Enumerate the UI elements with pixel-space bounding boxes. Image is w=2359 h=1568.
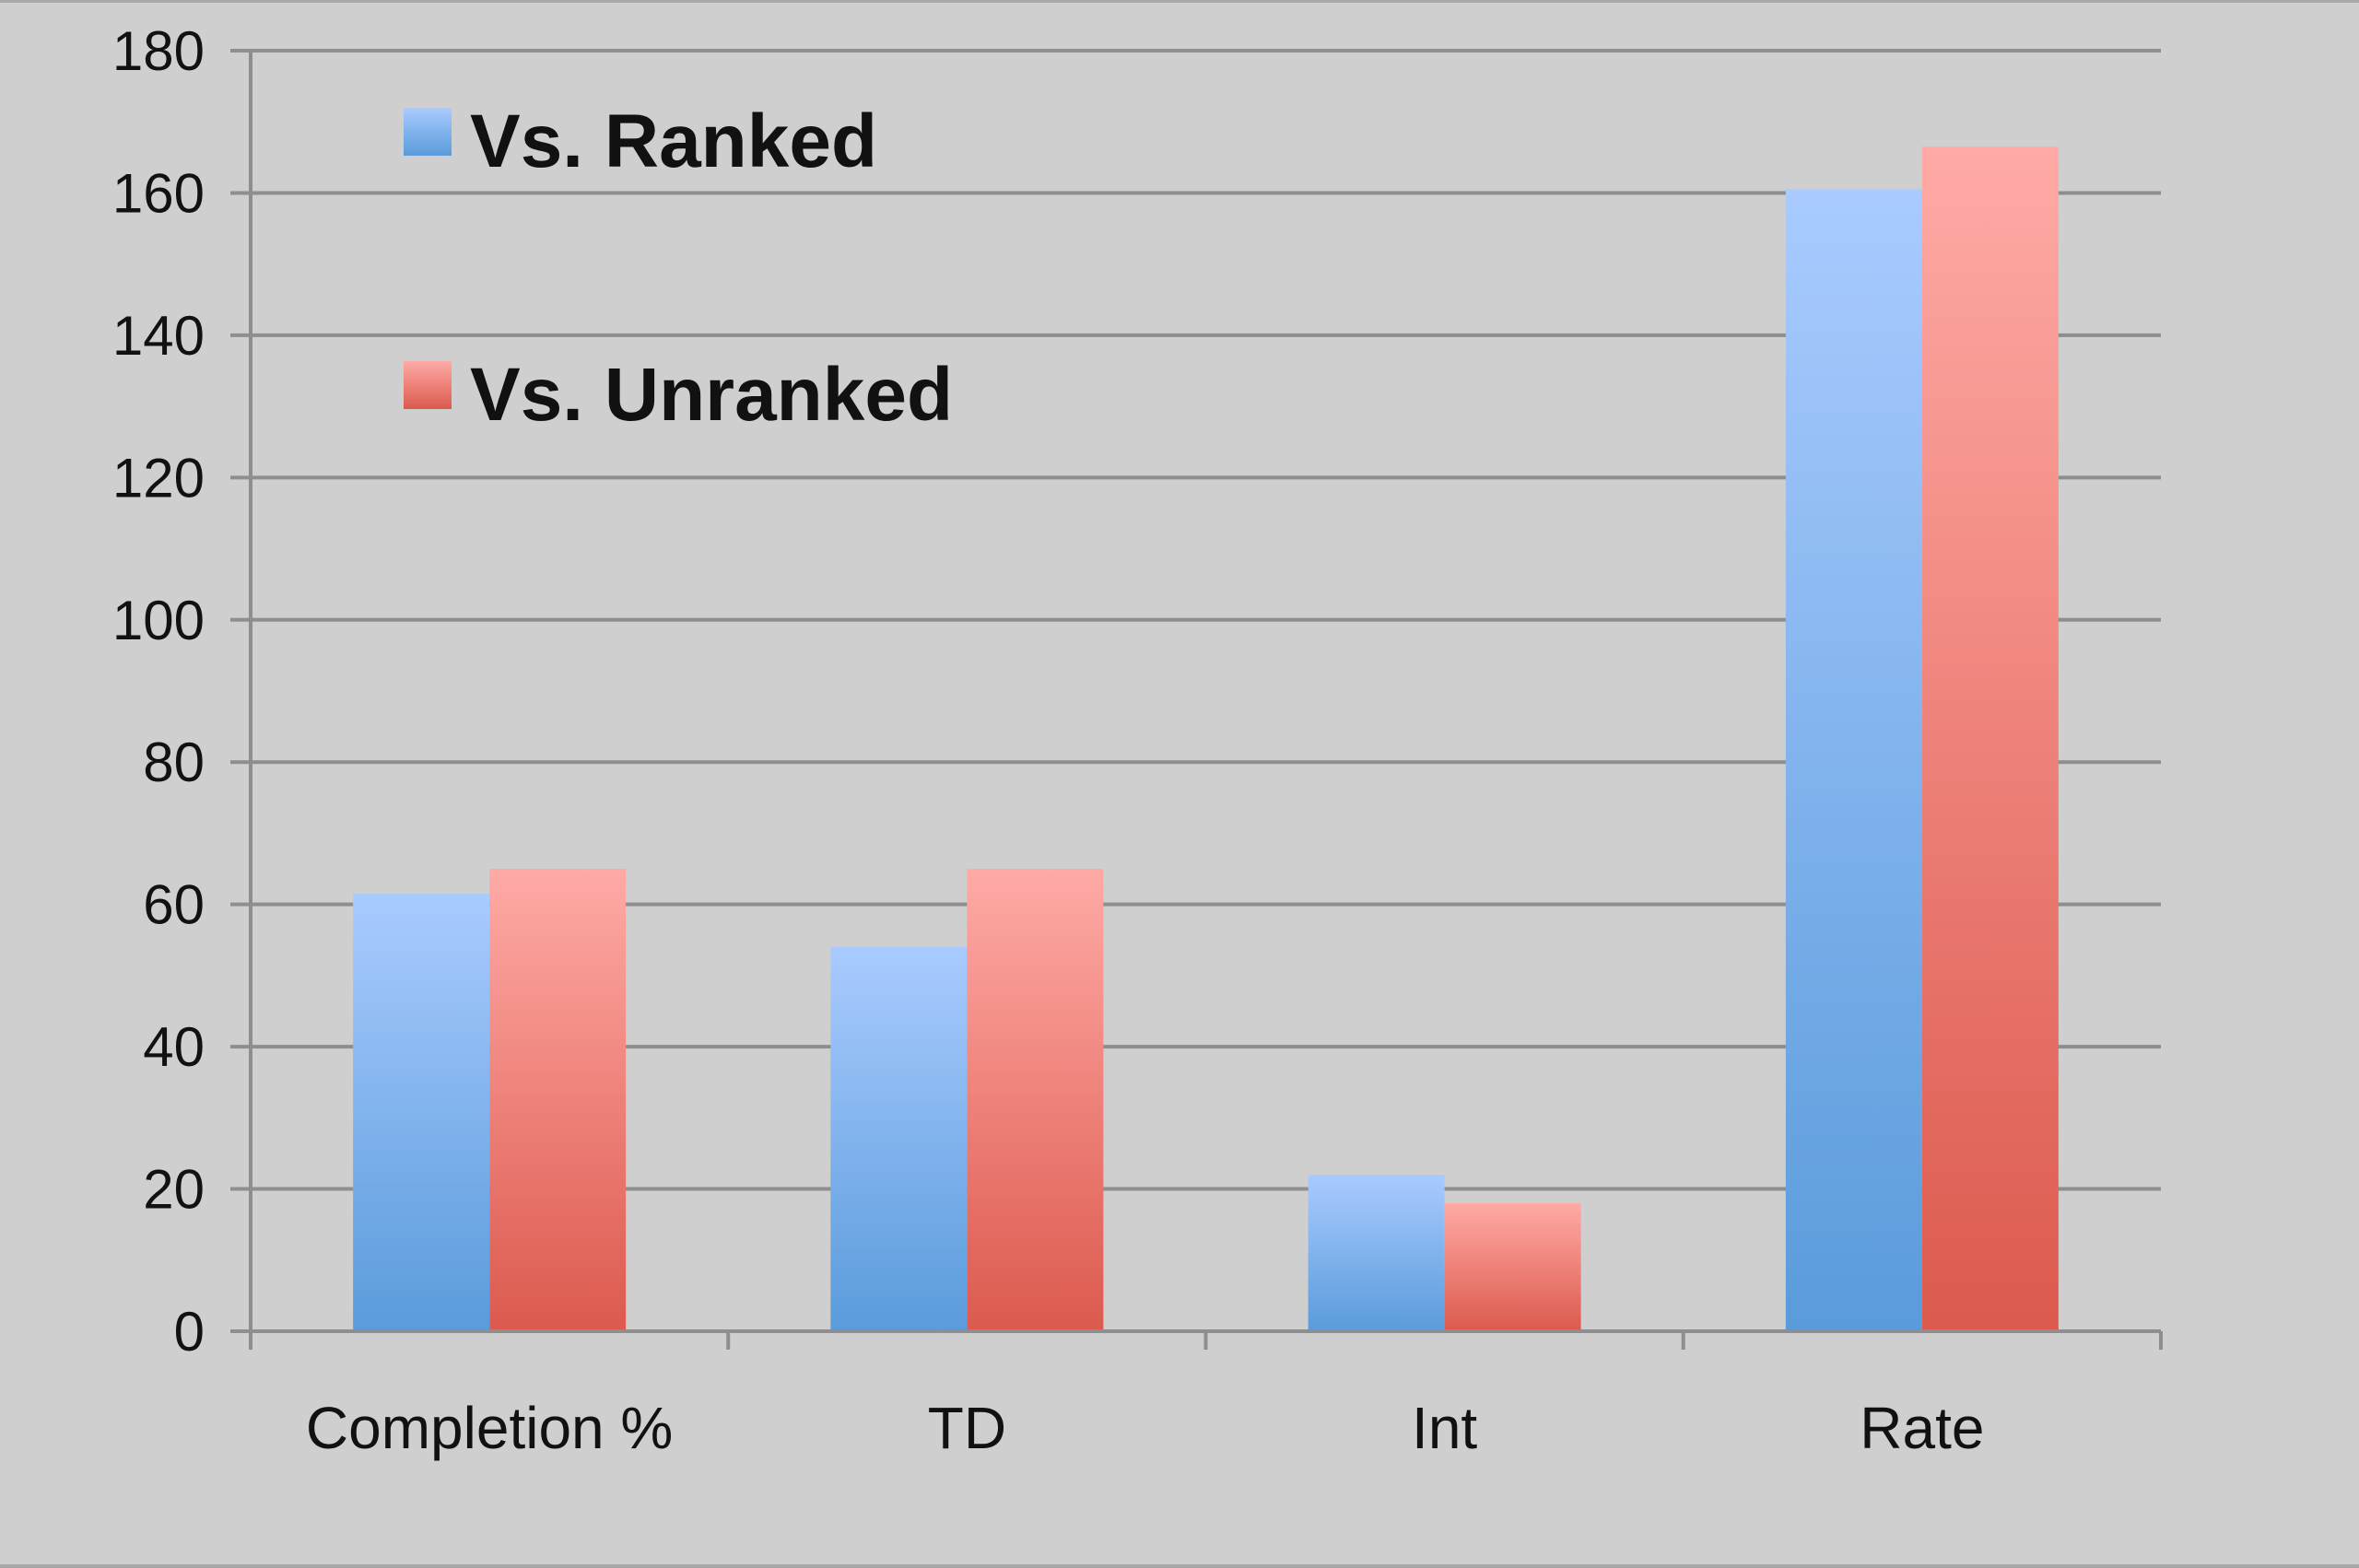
x-category-label-td: TD [928, 1395, 1006, 1461]
y-tick-label-120: 120 [112, 447, 205, 509]
legend-label-0: Vs. Ranked [470, 99, 877, 183]
legend: Vs. Ranked Vs. Unranked [404, 99, 953, 437]
legend-label-1: Vs. Unranked [470, 353, 953, 437]
bar-vs-ranked-rate [1785, 189, 1922, 1331]
y-tick-label-100: 100 [112, 590, 205, 651]
bar-vs-unranked-td [967, 869, 1104, 1331]
bar-vs-ranked-completion- [353, 894, 490, 1331]
bar-vs-ranked-int [1308, 1175, 1445, 1331]
x-category-label-rate: Rate [1860, 1395, 1984, 1461]
y-tick-label-40: 40 [143, 1016, 205, 1078]
y-tick-label-80: 80 [143, 731, 205, 793]
bar-vs-unranked-rate [1921, 146, 2059, 1331]
bars [353, 146, 2059, 1331]
y-tick-label-180: 180 [112, 20, 205, 82]
x-category-labels: Completion % TD Int Rate [306, 1395, 1985, 1461]
x-category-label-completion-: Completion % [306, 1395, 673, 1461]
y-tick-label-160: 160 [112, 162, 205, 224]
y-tick-label-60: 60 [143, 874, 205, 936]
y-tick-label-0: 0 [174, 1301, 205, 1363]
y-tick-labels: 0 20 40 60 80 100 120 140 160 180 [112, 20, 205, 1363]
bar-chart: 0 20 40 60 80 100 120 140 160 180 Completion % TD I… [112, 20, 2163, 1461]
x-category-label-int: Int [1412, 1395, 1477, 1461]
bar-vs-unranked-int [1444, 1203, 1581, 1331]
y-tick-label-20: 20 [143, 1159, 205, 1221]
legend-swatch-0 [404, 108, 452, 156]
bar-vs-unranked-completion- [489, 869, 627, 1331]
bar-vs-ranked-td [830, 947, 968, 1331]
y-tick-label-140: 140 [112, 305, 205, 367]
axes [230, 49, 2163, 1350]
legend-swatch-1 [404, 361, 452, 409]
